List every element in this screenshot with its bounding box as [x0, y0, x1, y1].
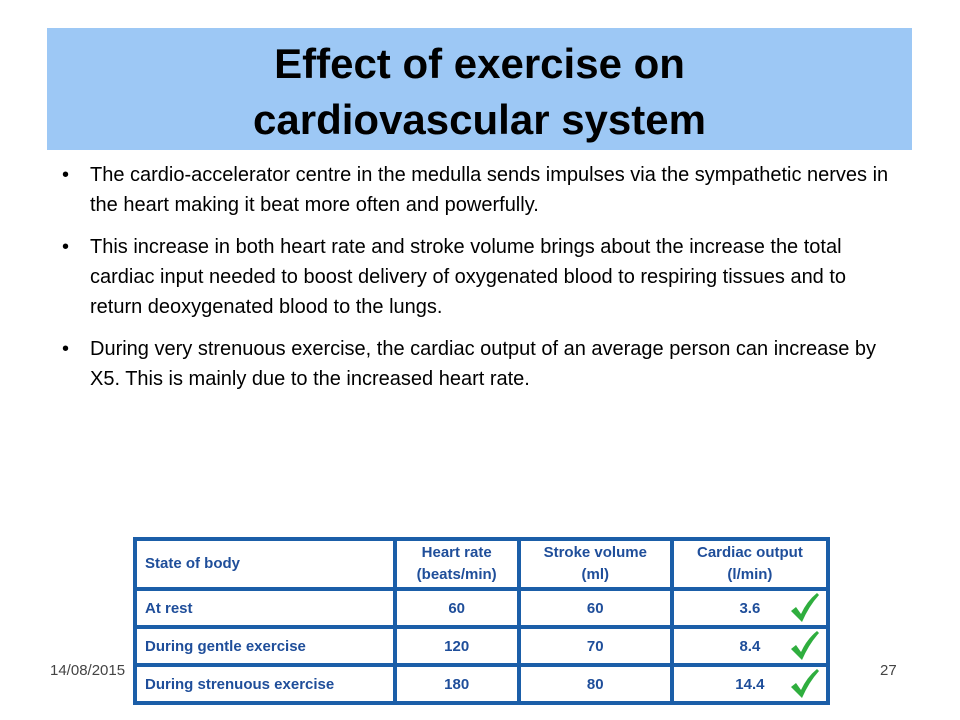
table-cell: 8.4 — [669, 625, 831, 667]
check-mark — [791, 669, 819, 698]
cell-text: 60 — [448, 599, 466, 617]
header-cell: Cardiac output (l/min) — [669, 537, 831, 591]
page-number: 27 — [880, 662, 897, 679]
cell-text: During strenuous exercise — [145, 675, 335, 693]
bullet: During very strenuous exercise, the card… — [62, 334, 892, 394]
header-text: State of body — [145, 555, 241, 572]
cell-text: At rest — [145, 599, 193, 617]
header-text: Heart rate — [421, 544, 492, 561]
title-line: cardiovascular system — [253, 96, 706, 143]
header-text: Stroke volume — [543, 544, 647, 561]
table-cell: 180 — [392, 663, 521, 705]
header-row: State of body Heart rate (beats/min) Stroke… — [133, 537, 831, 591]
cell-text: 14.4 — [735, 675, 765, 693]
cell-text: 120 — [444, 637, 470, 655]
header-text: Cardiac output — [696, 544, 803, 561]
footer-date: 14/08/2015 — [50, 662, 126, 679]
table-cell: 60 — [392, 587, 521, 629]
table-cell: 120 — [392, 625, 521, 667]
header-text: (l/min) — [727, 566, 773, 583]
table-cell: 3.6 — [669, 587, 831, 629]
table-cell: 80 — [516, 663, 674, 705]
bullet: This increase in both heart rate and str… — [62, 232, 892, 322]
cell-text: 180 — [444, 675, 470, 693]
table-cell: During gentle exercise — [133, 625, 397, 667]
table-cell: 70 — [516, 625, 674, 667]
check-mark — [791, 593, 819, 622]
table-row: During gentle exercise 120 70 8.4 — [133, 625, 831, 667]
cell-text: 8.4 — [739, 637, 761, 655]
cell-text: 3.6 — [739, 599, 761, 617]
table-row: During strenuous exercise 180 80 14.4 — [133, 663, 831, 705]
table-cell: At rest — [133, 587, 397, 629]
bullet: The cardio-accelerator centre in the med… — [62, 160, 892, 220]
bullet-list: The cardio-accelerator centre in the med… — [62, 160, 892, 406]
cell-text: 60 — [586, 599, 604, 617]
cell-text: 80 — [586, 675, 604, 693]
table-cell: 14.4 — [669, 663, 831, 705]
table-cell: During strenuous exercise — [133, 663, 397, 705]
header-text: (ml) — [581, 566, 610, 583]
check-mark — [791, 631, 819, 660]
check-icon — [791, 669, 819, 698]
data-table: State of body Heart rate (beats/min) Stroke… — [133, 537, 831, 705]
table-cell: 60 — [516, 587, 674, 629]
header-cell: Stroke volume (ml) — [516, 537, 674, 591]
cell-text: During gentle exercise — [145, 637, 306, 655]
header-cell: State of body — [133, 537, 397, 591]
table-row: At rest 60 60 3.6 — [133, 587, 831, 629]
title-box: Effect of exercise on cardiovascular sys… — [47, 28, 912, 150]
check-icon — [791, 631, 819, 660]
header-text: (beats/min) — [416, 566, 497, 583]
header-cell: Heart rate (beats/min) — [392, 537, 521, 591]
title-line: Effect of exercise on — [274, 40, 685, 87]
check-icon — [791, 593, 819, 622]
cell-text: 70 — [586, 637, 604, 655]
